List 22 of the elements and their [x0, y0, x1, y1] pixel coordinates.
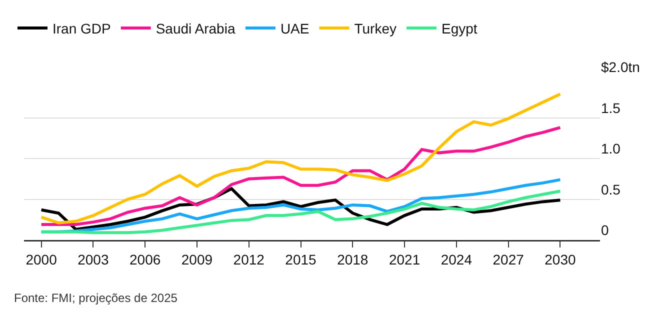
x-tick-label: 2000	[26, 251, 58, 268]
source-note: Fonte: FMI; projeções de 2025	[14, 291, 178, 305]
x-tick-label: 2012	[233, 251, 265, 268]
legend-label: UAE	[280, 20, 310, 36]
legend-label: Saudi Arabia	[156, 20, 236, 36]
x-tick-label: 2024	[440, 251, 472, 268]
x-tick-label: 2030	[544, 251, 576, 268]
y-tick-label: 0	[601, 222, 609, 238]
y-tick-label: 1.5	[601, 100, 621, 116]
legend-label: Iran GDP	[52, 20, 111, 36]
x-tick-label: 2015	[285, 251, 317, 268]
x-tick-label: 2006	[130, 251, 161, 268]
x-tick-label: 2021	[388, 251, 420, 268]
x-tick-label: 2027	[492, 251, 524, 268]
y-tick-label: $2.0tn	[601, 59, 640, 76]
legend-label: Egypt	[442, 20, 478, 36]
legend-label: Turkey	[354, 20, 397, 36]
x-tick-label: 2003	[78, 251, 109, 268]
x-tick-label: 2009	[181, 251, 213, 268]
y-tick-label: 1.0	[601, 140, 621, 157]
x-tick-label: 2018	[337, 251, 368, 268]
y-tick-label: 0.5	[601, 181, 621, 198]
